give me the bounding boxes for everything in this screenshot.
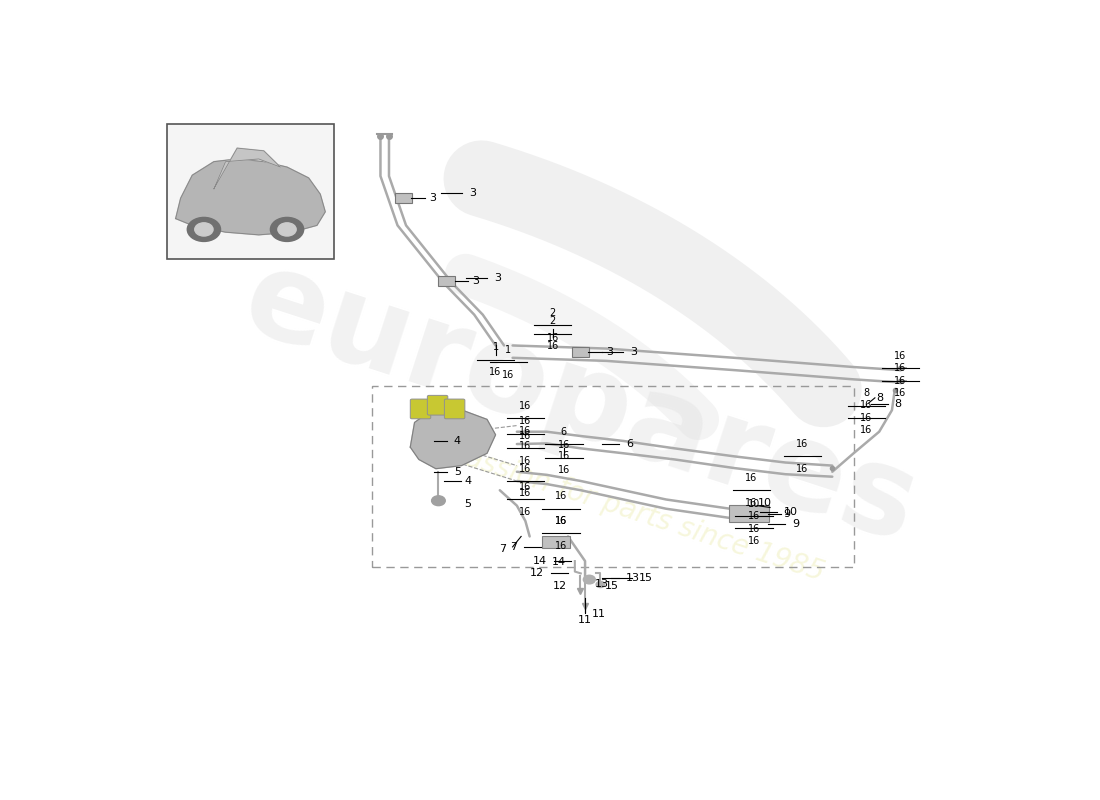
Text: 3: 3: [473, 276, 480, 286]
Text: 3: 3: [429, 193, 436, 202]
Text: 3: 3: [606, 346, 614, 357]
Text: 2: 2: [550, 316, 556, 326]
Text: 16: 16: [547, 341, 559, 351]
Text: 3: 3: [630, 346, 637, 357]
Text: 1: 1: [493, 342, 498, 352]
Text: 8: 8: [894, 399, 902, 409]
Text: 6: 6: [626, 439, 632, 449]
Circle shape: [596, 582, 605, 587]
Text: 16: 16: [894, 363, 906, 373]
Text: 16: 16: [547, 333, 559, 342]
Text: 9: 9: [792, 519, 800, 529]
Text: 5: 5: [454, 466, 461, 477]
FancyBboxPatch shape: [410, 399, 431, 418]
Text: 16: 16: [519, 426, 531, 435]
Text: 11: 11: [579, 614, 592, 625]
Text: 12: 12: [553, 581, 568, 590]
Text: 3: 3: [494, 273, 501, 282]
FancyBboxPatch shape: [427, 395, 448, 415]
Text: 10: 10: [783, 507, 798, 517]
Text: 16: 16: [519, 507, 531, 517]
Text: 16: 16: [558, 440, 570, 450]
Text: 16: 16: [556, 516, 568, 526]
Text: 15: 15: [639, 573, 652, 582]
FancyBboxPatch shape: [439, 276, 455, 286]
Text: 16: 16: [519, 431, 531, 441]
Text: 10: 10: [758, 498, 772, 507]
Circle shape: [195, 223, 213, 236]
Text: 3: 3: [469, 188, 476, 198]
Polygon shape: [410, 408, 495, 469]
Text: 16: 16: [519, 482, 531, 492]
Text: 5: 5: [464, 499, 471, 510]
Text: 16: 16: [556, 491, 568, 502]
Text: 16: 16: [558, 465, 570, 475]
Text: 16: 16: [796, 439, 808, 449]
FancyBboxPatch shape: [444, 399, 465, 418]
Text: 14: 14: [532, 556, 547, 566]
Polygon shape: [213, 148, 280, 189]
Text: 16: 16: [556, 516, 568, 526]
Text: 16: 16: [519, 488, 531, 498]
Text: 6: 6: [561, 426, 566, 437]
Text: 7: 7: [499, 544, 507, 554]
Text: 16: 16: [894, 388, 906, 398]
Text: 16: 16: [519, 401, 531, 410]
Text: 13: 13: [626, 573, 640, 582]
Text: 16: 16: [745, 473, 758, 483]
FancyBboxPatch shape: [395, 193, 412, 202]
Text: 8: 8: [864, 389, 869, 398]
Text: 15: 15: [605, 581, 618, 590]
Text: 16: 16: [490, 367, 502, 377]
Text: 16: 16: [519, 456, 531, 466]
Text: 2: 2: [550, 308, 556, 318]
Text: 7: 7: [509, 542, 517, 552]
Text: 9: 9: [783, 509, 790, 518]
Text: 12: 12: [530, 568, 544, 578]
Text: 4: 4: [464, 476, 471, 486]
Text: 16: 16: [860, 400, 872, 410]
Text: 16: 16: [519, 464, 531, 474]
Text: 16: 16: [556, 541, 568, 550]
FancyBboxPatch shape: [572, 346, 590, 357]
Text: 16: 16: [748, 536, 760, 546]
Circle shape: [431, 496, 446, 506]
Text: 14: 14: [552, 558, 567, 567]
Text: 16: 16: [503, 370, 515, 379]
Text: 13: 13: [594, 579, 608, 589]
Text: 16: 16: [894, 376, 906, 386]
Bar: [167, 124, 333, 259]
Text: 16: 16: [748, 523, 760, 534]
Text: 16: 16: [519, 441, 531, 451]
Circle shape: [583, 575, 595, 584]
Text: 16: 16: [860, 425, 872, 435]
Polygon shape: [176, 159, 326, 235]
Text: a passion for parts since 1985: a passion for parts since 1985: [419, 430, 827, 587]
Circle shape: [278, 223, 296, 236]
Text: 16: 16: [894, 351, 906, 361]
Text: 4: 4: [454, 436, 461, 446]
Circle shape: [271, 218, 304, 242]
Text: 10: 10: [748, 498, 760, 509]
Text: 1: 1: [505, 345, 512, 354]
Text: europares: europares: [230, 240, 932, 568]
Text: 11: 11: [592, 609, 606, 618]
FancyBboxPatch shape: [542, 536, 570, 548]
Text: 8: 8: [877, 393, 883, 403]
Text: 16: 16: [745, 498, 758, 508]
Text: 16: 16: [558, 451, 570, 462]
FancyBboxPatch shape: [729, 505, 769, 522]
Circle shape: [187, 218, 220, 242]
Text: 16: 16: [796, 464, 808, 474]
Text: 16: 16: [519, 416, 531, 426]
Text: 16: 16: [748, 511, 760, 521]
Text: 16: 16: [860, 414, 872, 423]
Bar: [372, 386, 854, 567]
